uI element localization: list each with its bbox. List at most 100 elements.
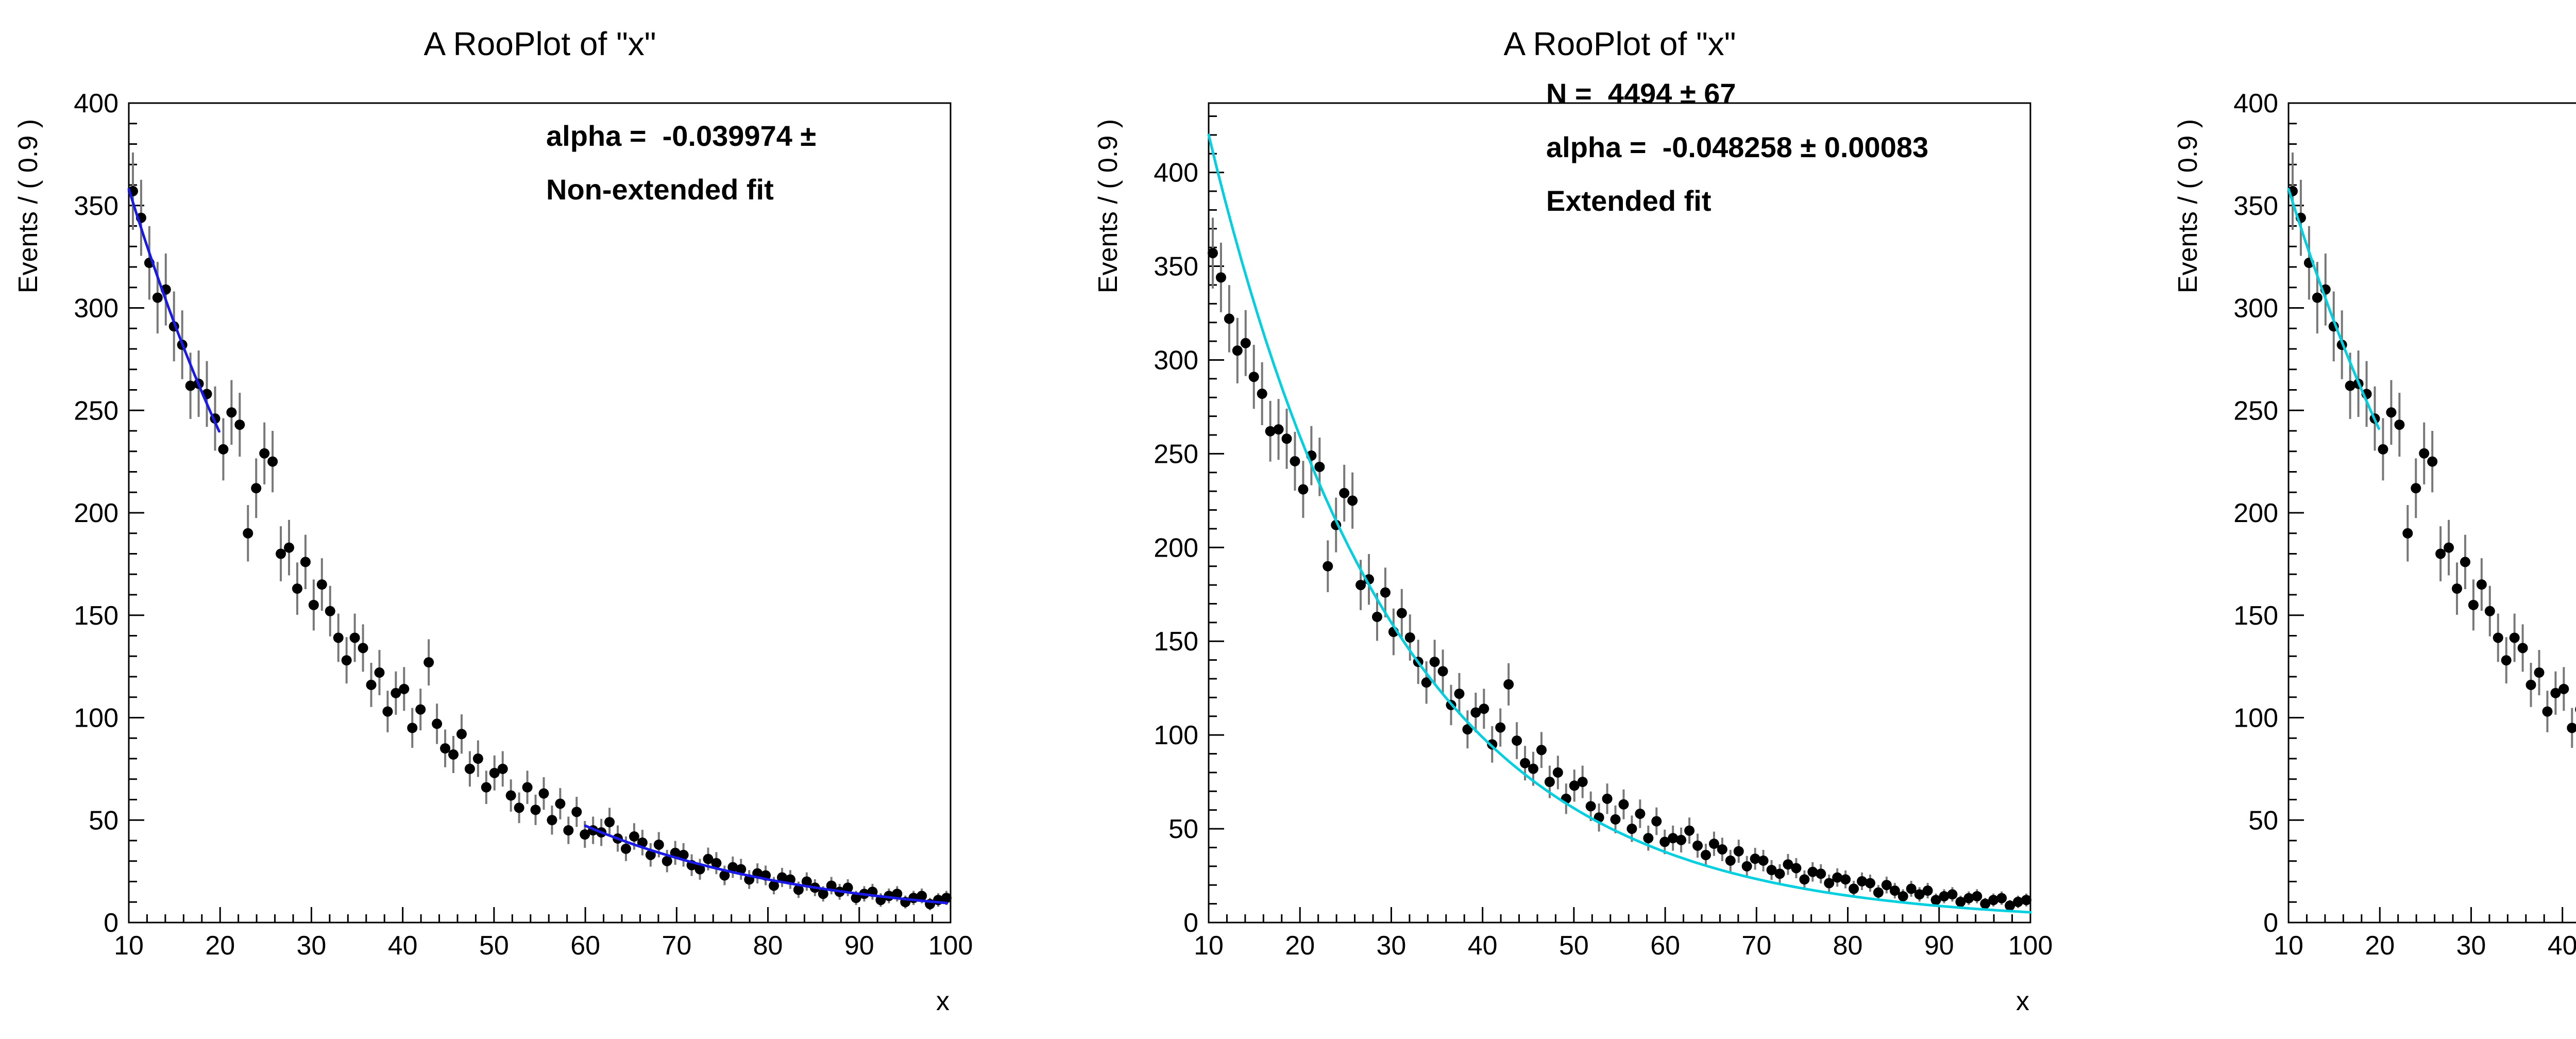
y-tick-label: 250: [1154, 439, 1198, 469]
data-point: [1865, 878, 1875, 889]
data-point: [325, 606, 335, 616]
data-point: [226, 407, 237, 418]
fit-result-line: Extended fit: [1546, 185, 1711, 217]
data-point: [1520, 758, 1531, 768]
data-point: [456, 729, 467, 740]
y-tick-label: 300: [1154, 345, 1198, 375]
data-point: [2013, 896, 2024, 907]
data-point: [481, 782, 492, 793]
data-point: [547, 815, 557, 826]
plot-panel-2: A RooPlot of "x" 10203040506070809010005…: [2160, 0, 2576, 1039]
data-point: [711, 858, 722, 868]
data-point: [2021, 895, 2032, 906]
data-point: [1618, 799, 1629, 810]
data-point: [1717, 844, 1727, 855]
y-tick-label: 350: [2233, 191, 2278, 221]
data-point: [251, 483, 262, 494]
data-point: [1939, 891, 1950, 902]
x-tick-label: 40: [1468, 931, 1498, 961]
data-point: [423, 657, 434, 668]
data-point: [1265, 426, 1276, 437]
data-point: [941, 893, 952, 903]
data-point: [1421, 677, 1432, 688]
x-tick-label: 70: [662, 931, 691, 961]
y-tick-label: 250: [2233, 396, 2278, 426]
data-point: [793, 884, 804, 895]
data-point: [1396, 608, 1407, 618]
data-point: [1298, 484, 1309, 495]
data-point: [580, 829, 590, 840]
data-point: [2460, 557, 2470, 567]
data-point: [1429, 657, 1440, 667]
data-point: [1914, 889, 1925, 900]
y-tick-label: 300: [2233, 294, 2278, 324]
data-point: [571, 807, 582, 817]
data-point: [448, 749, 459, 760]
plot-frame: [1208, 102, 2031, 924]
data-point: [374, 667, 385, 678]
data-point: [522, 782, 533, 793]
data-point: [399, 683, 410, 694]
data-point: [472, 753, 483, 764]
data-point: [243, 528, 253, 539]
data-point: [2526, 679, 2536, 690]
y-tick-label: 250: [74, 396, 118, 426]
data-point: [2444, 542, 2454, 553]
data-point: [276, 548, 286, 559]
data-point: [2468, 599, 2479, 610]
data-point: [1273, 424, 1284, 435]
data-point: [2534, 667, 2545, 678]
data-point: [653, 839, 664, 850]
data-point: [1610, 814, 1621, 825]
data-point: [1371, 611, 1382, 622]
data-point: [1700, 850, 1711, 861]
data-point: [2419, 448, 2430, 459]
data-point: [1684, 825, 1695, 836]
data-point: [1207, 248, 1218, 259]
data-point: [1232, 345, 1243, 356]
y-tick-label: 50: [2248, 806, 2278, 835]
x-tick-label: 80: [1833, 931, 1863, 961]
data-point: [1824, 878, 1835, 889]
fit-curve: [127, 188, 221, 433]
data-point: [234, 420, 245, 430]
data-point: [1512, 735, 1522, 746]
data-point: [719, 870, 730, 881]
data-point: [185, 380, 196, 391]
data-point: [1906, 883, 1917, 894]
y-tick-label: 300: [74, 294, 118, 324]
x-tick-label: 30: [297, 931, 327, 961]
data-point: [308, 599, 319, 610]
data-point: [1774, 868, 1785, 879]
plot-svg-2: 1020304050607080901000501001502002503003…: [2173, 89, 2576, 961]
data-point: [620, 843, 631, 854]
data-point: [2411, 483, 2421, 494]
data-point: [777, 872, 788, 883]
data-point: [1544, 777, 1555, 787]
x-axis-title: x: [936, 986, 950, 1016]
data-point: [1881, 880, 1892, 891]
data-point: [1536, 745, 1547, 756]
x-tick-label: 60: [570, 931, 600, 961]
x-tick-label: 10: [114, 931, 144, 961]
plot-panel-1: A RooPlot of "x" 10 20 30 40 50 60 70 80 90 100 0 5…: [1080, 0, 2160, 1039]
y-tick-label: 100: [74, 703, 118, 733]
data-point: [1602, 793, 1613, 804]
data-point: [1963, 893, 1974, 903]
data-point: [1290, 456, 1300, 466]
data-point: [1799, 874, 1810, 885]
x-tick-label: 20: [2365, 931, 2395, 961]
y-tick-label: 100: [1154, 720, 1198, 750]
data-point: [1240, 338, 1251, 348]
data-point: [1462, 724, 1473, 735]
data-point: [662, 856, 672, 866]
data-point: [152, 292, 163, 303]
data-point: [530, 805, 541, 815]
data-point: [818, 889, 828, 899]
data-point: [1314, 461, 1325, 472]
data-point: [2451, 583, 2462, 594]
y-tick-label: 400: [1154, 158, 1198, 188]
data-point: [538, 788, 549, 799]
data-point: [801, 876, 812, 887]
